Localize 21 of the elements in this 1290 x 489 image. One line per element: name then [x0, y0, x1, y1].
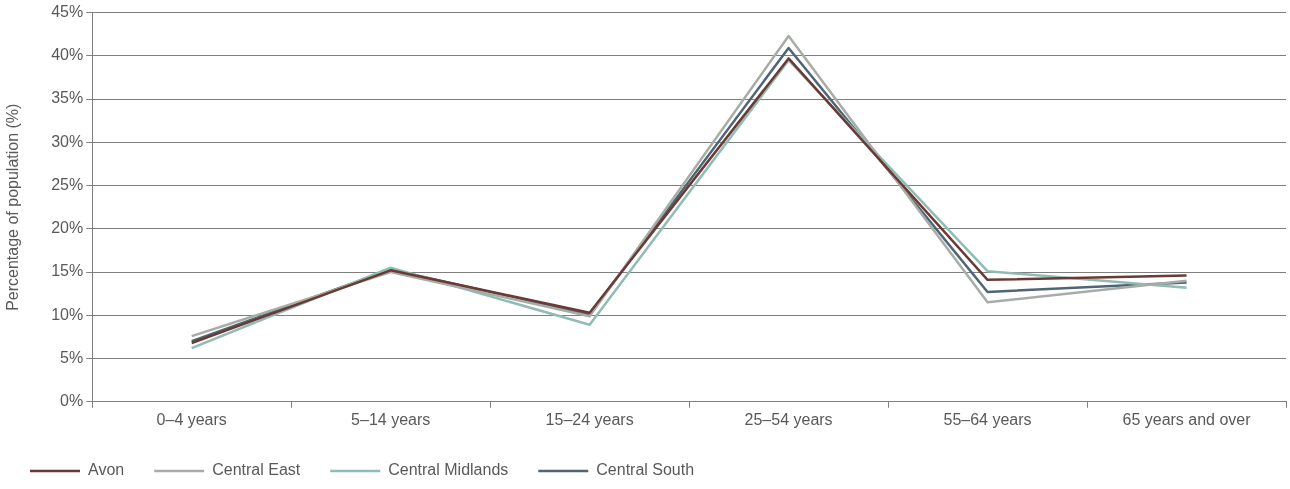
y-tick-label: 25%: [51, 175, 84, 193]
legend-label: Central East: [212, 461, 301, 479]
legend-label: Central Midlands: [388, 461, 509, 479]
y-tick-label: 15%: [51, 262, 84, 280]
y-axis-title: Percentage of population (%): [4, 103, 22, 311]
y-tick-label: 20%: [51, 219, 84, 237]
y-tick-label: 0%: [60, 392, 84, 410]
x-tick-label: 25–54 years: [744, 410, 833, 428]
x-tick-label: 15–24 years: [545, 410, 634, 428]
legend-label: Avon: [88, 461, 125, 479]
y-tick-label: 5%: [60, 348, 84, 366]
x-tick-label: 65 years and over: [1122, 410, 1252, 428]
y-tick-label: 40%: [51, 46, 84, 64]
x-tick-label: 0–4 years: [156, 410, 227, 428]
y-tick-label: 35%: [51, 89, 84, 107]
x-tick-label: 5–14 years: [351, 410, 431, 428]
y-tick-label: 45%: [51, 3, 84, 21]
y-tick-label: 30%: [51, 132, 84, 150]
y-tick-label: 10%: [51, 305, 84, 323]
x-tick-label: 55–64 years: [943, 410, 1032, 428]
legend-label: Central South: [596, 461, 695, 479]
